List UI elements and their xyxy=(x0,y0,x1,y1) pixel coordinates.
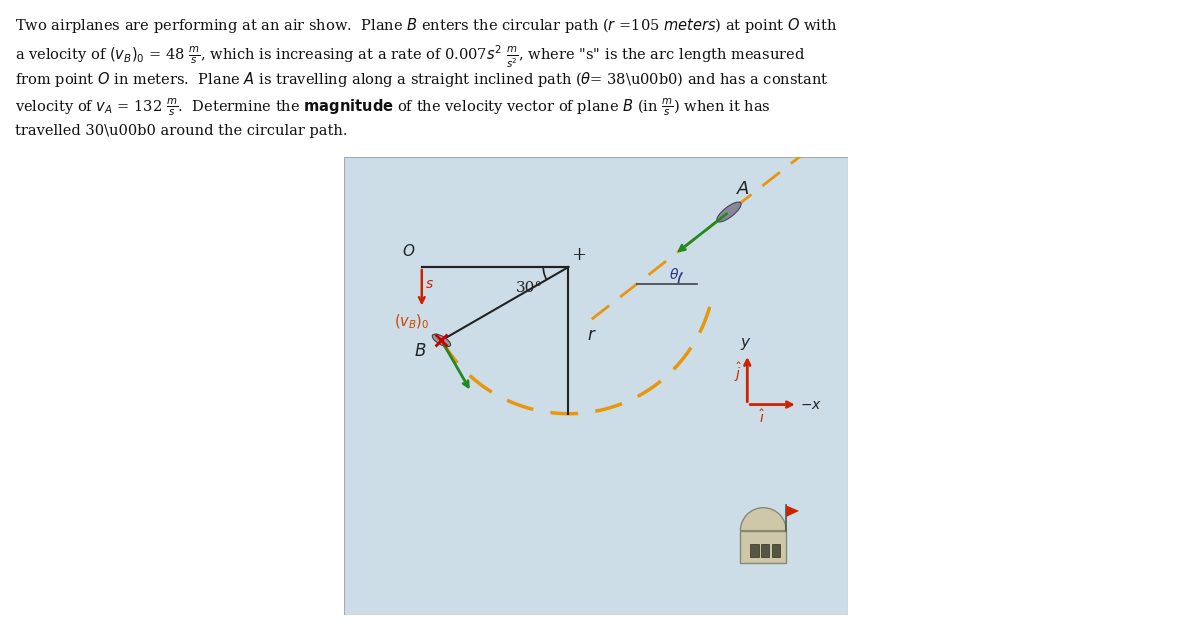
Text: a velocity of $(v_B)_0$ = 48 $\frac{m}{s}$, which is increasing at a rate of 0.0: a velocity of $(v_B)_0$ = 48 $\frac{m}{s… xyxy=(15,43,806,70)
Polygon shape xyxy=(787,506,799,517)
Text: $\hat{\imath}$: $\hat{\imath}$ xyxy=(759,409,765,426)
Text: $r$: $r$ xyxy=(586,327,596,344)
Ellipse shape xyxy=(433,334,451,347)
Text: $-x$: $-x$ xyxy=(800,398,822,412)
FancyBboxPatch shape xyxy=(343,157,849,615)
Text: 30°: 30° xyxy=(516,281,544,295)
Bar xyxy=(771,544,780,557)
Text: travelled 30\u00b0 around the circular path.: travelled 30\u00b0 around the circular p… xyxy=(15,124,348,138)
Text: $y$: $y$ xyxy=(740,336,752,352)
Text: $A$: $A$ xyxy=(735,180,750,198)
Text: $\hat{j}$: $\hat{j}$ xyxy=(734,361,743,384)
Text: $\theta$: $\theta$ xyxy=(670,267,679,282)
Text: $s$: $s$ xyxy=(426,277,434,291)
Text: Two airplanes are performing at an air show.  Plane $B$ enters the circular path: Two airplanes are performing at an air s… xyxy=(15,16,838,35)
Bar xyxy=(751,544,759,557)
Text: $O$: $O$ xyxy=(402,242,415,259)
Ellipse shape xyxy=(716,202,741,222)
Text: +: + xyxy=(571,246,585,264)
Bar xyxy=(740,531,787,563)
Text: from point $O$ in meters.  Plane $A$ is travelling along a straight inclined pat: from point $O$ in meters. Plane $A$ is t… xyxy=(15,70,830,89)
Text: velocity of $v_A$ = 132 $\frac{m}{s}$.  Determine the $\mathbf{magnitude}$ of th: velocity of $v_A$ = 132 $\frac{m}{s}$. D… xyxy=(15,97,771,118)
Text: $B$: $B$ xyxy=(414,344,427,360)
Text: $(v_B)_0$: $(v_B)_0$ xyxy=(395,313,430,332)
Wedge shape xyxy=(740,507,787,531)
Bar xyxy=(760,544,769,557)
